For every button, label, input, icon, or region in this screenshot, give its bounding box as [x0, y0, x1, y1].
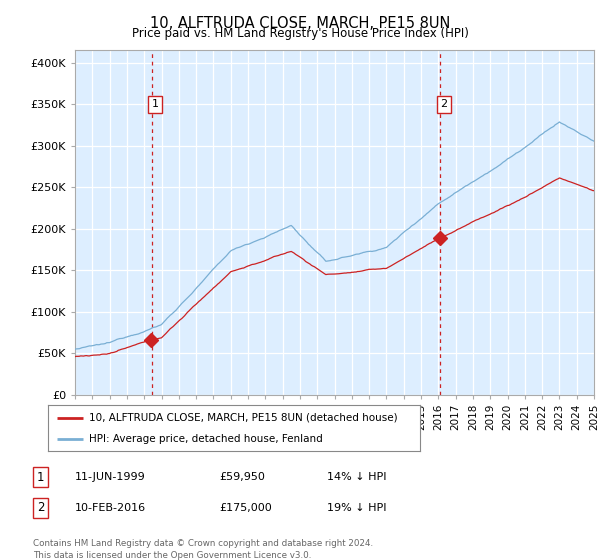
Text: HPI: Average price, detached house, Fenland: HPI: Average price, detached house, Fenl…	[89, 435, 323, 444]
Text: 1: 1	[37, 470, 44, 484]
Text: 10, ALFTRUDA CLOSE, MARCH, PE15 8UN: 10, ALFTRUDA CLOSE, MARCH, PE15 8UN	[150, 16, 450, 31]
Text: 10, ALFTRUDA CLOSE, MARCH, PE15 8UN (detached house): 10, ALFTRUDA CLOSE, MARCH, PE15 8UN (det…	[89, 413, 398, 423]
Text: 19% ↓ HPI: 19% ↓ HPI	[327, 503, 386, 513]
Text: 11-JUN-1999: 11-JUN-1999	[75, 472, 146, 482]
Text: Contains HM Land Registry data © Crown copyright and database right 2024.
This d: Contains HM Land Registry data © Crown c…	[33, 539, 373, 560]
Text: 2: 2	[440, 99, 448, 109]
Text: 1: 1	[152, 99, 159, 109]
Text: £59,950: £59,950	[219, 472, 265, 482]
Text: 2: 2	[37, 501, 44, 515]
Text: £175,000: £175,000	[219, 503, 272, 513]
Text: Price paid vs. HM Land Registry's House Price Index (HPI): Price paid vs. HM Land Registry's House …	[131, 27, 469, 40]
Text: 10-FEB-2016: 10-FEB-2016	[75, 503, 146, 513]
Text: 14% ↓ HPI: 14% ↓ HPI	[327, 472, 386, 482]
